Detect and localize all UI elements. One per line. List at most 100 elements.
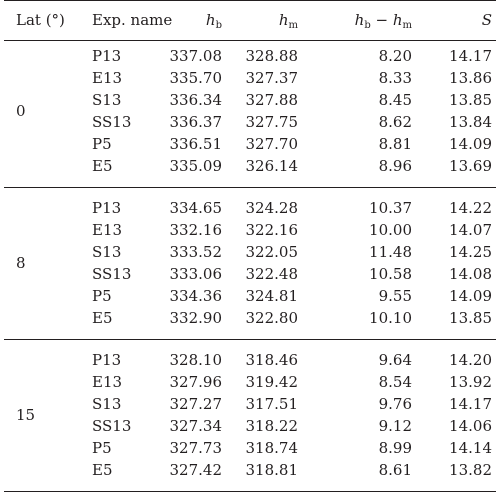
cell-hm: 318.81 xyxy=(245,461,299,479)
cell-hb-minus-hm: 8.96 xyxy=(378,157,412,175)
cell-exp-name: S13 xyxy=(92,91,122,109)
cell-hm: 322.48 xyxy=(245,265,299,283)
cell-exp-name: S13 xyxy=(92,243,122,261)
cell-hb-minus-hm: 9.76 xyxy=(378,395,412,413)
group-rule-2 xyxy=(4,339,496,340)
cell-hm: 318.74 xyxy=(245,439,299,457)
cell-hb-minus-hm: 8.62 xyxy=(378,113,412,131)
cell-s: 14.08 xyxy=(449,265,492,283)
table-bottom-rule xyxy=(4,491,496,492)
cell-hb: 333.52 xyxy=(169,243,223,261)
cell-s: 14.25 xyxy=(449,243,492,261)
cell-s: 14.14 xyxy=(449,439,492,457)
cell-hm: 327.88 xyxy=(245,91,299,109)
cell-hb-minus-hm: 9.12 xyxy=(378,417,412,435)
cell-s: 13.69 xyxy=(449,157,492,175)
cell-hb: 327.27 xyxy=(169,395,223,413)
group-lat-label: 15 xyxy=(16,406,36,424)
cell-hb: 334.65 xyxy=(169,199,223,217)
cell-hm: 327.75 xyxy=(245,113,299,131)
cell-s: 13.84 xyxy=(449,113,492,131)
cell-hb-minus-hm: 8.33 xyxy=(378,69,412,87)
cell-hb: 327.42 xyxy=(169,461,223,479)
cell-exp-name: E13 xyxy=(92,69,123,87)
cell-hb: 334.36 xyxy=(169,287,223,305)
cell-hb-minus-hm: 8.81 xyxy=(378,135,412,153)
cell-exp-name: P13 xyxy=(92,199,122,217)
cell-hb-minus-hm: 10.00 xyxy=(369,221,412,239)
cell-hb: 336.51 xyxy=(169,135,223,153)
cell-s: 14.17 xyxy=(449,395,492,413)
cell-s: 13.85 xyxy=(449,309,492,327)
cell-s: 14.17 xyxy=(449,47,492,65)
header-hb-minus-hm: hb − hm xyxy=(354,11,412,31)
cell-hm: 328.88 xyxy=(245,47,299,65)
cell-hb: 335.09 xyxy=(169,157,223,175)
group-lat-label: 0 xyxy=(16,102,26,120)
cell-hb: 333.06 xyxy=(169,265,223,283)
cell-hm: 319.42 xyxy=(245,373,299,391)
cell-hb-minus-hm: 8.45 xyxy=(378,91,412,109)
cell-hb-minus-hm: 8.99 xyxy=(378,439,412,457)
cell-exp-name: SS13 xyxy=(92,417,132,435)
cell-hm: 322.05 xyxy=(245,243,299,261)
cell-hb: 332.90 xyxy=(169,309,223,327)
cell-hb-minus-hm: 8.54 xyxy=(378,373,412,391)
cell-s: 14.20 xyxy=(449,351,492,369)
cell-hb: 336.37 xyxy=(169,113,223,131)
cell-hb: 328.10 xyxy=(169,351,223,369)
cell-hb-minus-hm: 9.55 xyxy=(378,287,412,305)
cell-hb: 337.08 xyxy=(169,47,223,65)
header-s: S xyxy=(481,11,492,29)
cell-exp-name: E13 xyxy=(92,221,123,239)
cell-hm: 322.16 xyxy=(245,221,299,239)
header-rule xyxy=(4,40,496,41)
cell-hb-minus-hm: 10.10 xyxy=(369,309,412,327)
cell-exp-name: P5 xyxy=(92,135,112,153)
cell-hm: 322.80 xyxy=(245,309,299,327)
header-lat: Lat (°) xyxy=(16,11,65,29)
cell-hb-minus-hm: 8.61 xyxy=(378,461,412,479)
cell-hb: 336.34 xyxy=(169,91,223,109)
cell-exp-name: S13 xyxy=(92,395,122,413)
header-exp-name: Exp. name xyxy=(92,11,173,29)
cell-hb: 327.96 xyxy=(169,373,223,391)
cell-hm: 324.81 xyxy=(245,287,299,305)
header-hb: hb xyxy=(205,11,222,31)
cell-s: 14.22 xyxy=(449,199,492,217)
cell-s: 14.06 xyxy=(449,417,492,435)
cell-exp-name: SS13 xyxy=(92,265,132,283)
cell-hb: 327.34 xyxy=(169,417,223,435)
cell-exp-name: SS13 xyxy=(92,113,132,131)
cell-hb: 327.73 xyxy=(169,439,223,457)
cell-hm: 324.28 xyxy=(245,199,299,217)
cell-exp-name: P5 xyxy=(92,287,112,305)
cell-hm: 318.22 xyxy=(245,417,299,435)
header-hm: hm xyxy=(278,11,298,31)
cell-hm: 327.37 xyxy=(245,69,299,87)
cell-s: 14.07 xyxy=(449,221,492,239)
cell-s: 13.86 xyxy=(449,69,492,87)
cell-hb: 332.16 xyxy=(169,221,223,239)
cell-hm: 326.14 xyxy=(245,157,299,175)
cell-exp-name: P5 xyxy=(92,439,112,457)
cell-exp-name: E13 xyxy=(92,373,123,391)
cell-exp-name: P13 xyxy=(92,47,122,65)
cell-hm: 327.70 xyxy=(245,135,299,153)
cell-s: 13.85 xyxy=(449,91,492,109)
cell-hm: 317.51 xyxy=(245,395,299,413)
cell-hm: 318.46 xyxy=(245,351,299,369)
table-top-rule xyxy=(4,0,496,1)
cell-exp-name: E5 xyxy=(92,309,113,327)
cell-hb-minus-hm: 10.37 xyxy=(369,199,412,217)
cell-exp-name: E5 xyxy=(92,157,113,175)
group-rule-1 xyxy=(4,187,496,188)
cell-hb-minus-hm: 10.58 xyxy=(369,265,412,283)
cell-hb-minus-hm: 11.48 xyxy=(369,243,412,261)
group-lat-label: 8 xyxy=(16,254,26,272)
cell-hb-minus-hm: 8.20 xyxy=(378,47,412,65)
cell-s: 14.09 xyxy=(449,135,492,153)
cell-s: 13.92 xyxy=(449,373,492,391)
cell-hb-minus-hm: 9.64 xyxy=(378,351,412,369)
cell-exp-name: P13 xyxy=(92,351,122,369)
